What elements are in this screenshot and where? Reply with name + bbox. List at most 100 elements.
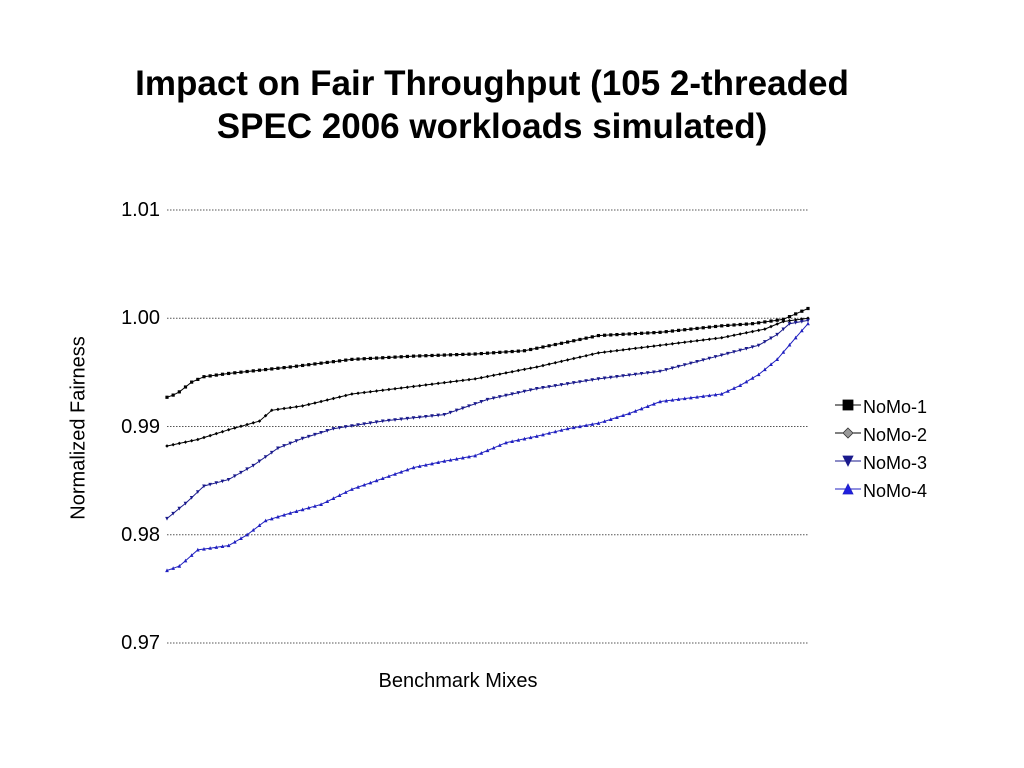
data-point <box>615 374 619 379</box>
data-point <box>171 442 175 447</box>
data-point <box>590 378 595 382</box>
data-point <box>497 395 502 399</box>
data-point <box>682 340 687 345</box>
data-point <box>799 319 804 324</box>
data-point <box>510 349 514 354</box>
data-point <box>639 371 644 376</box>
diamond-marker-icon <box>835 427 861 439</box>
data-point <box>424 462 428 467</box>
data-point <box>226 427 231 432</box>
data-point <box>793 318 798 322</box>
data-point <box>738 383 743 387</box>
data-point <box>307 363 311 367</box>
data-point <box>793 335 798 340</box>
data-point <box>738 348 743 353</box>
data-point <box>306 402 311 407</box>
data-point <box>756 343 761 348</box>
data-point <box>257 459 262 464</box>
data-point <box>300 507 305 512</box>
legend-item-nomo-3: NoMo-3 <box>835 449 927 477</box>
data-point <box>183 385 188 389</box>
data-point <box>578 337 582 342</box>
square-marker-icon <box>835 399 861 411</box>
data-point <box>664 398 669 403</box>
data-point <box>571 381 576 385</box>
data-point <box>442 412 447 417</box>
data-point <box>337 359 342 363</box>
data-point <box>313 432 317 437</box>
data-point <box>405 354 409 359</box>
data-point <box>572 339 576 343</box>
data-point <box>645 371 650 375</box>
data-point <box>288 365 292 369</box>
triangle-down-marker-icon <box>835 455 861 467</box>
data-point <box>732 333 736 338</box>
data-point <box>251 369 255 373</box>
data-point <box>417 464 422 468</box>
series-line-nomo-4 <box>166 323 809 571</box>
gridlines <box>167 209 808 644</box>
data-point <box>799 328 804 333</box>
data-point <box>473 352 477 356</box>
data-point <box>775 357 780 361</box>
data-point <box>726 389 730 393</box>
data-point <box>343 490 348 494</box>
data-point <box>559 341 564 345</box>
data-point <box>417 415 422 420</box>
data-point <box>399 469 404 474</box>
data-point <box>701 326 705 330</box>
data-point <box>387 387 391 392</box>
data-point <box>294 364 299 368</box>
data-point <box>473 453 478 458</box>
y-axis-label: Normalized Fairness <box>67 336 90 520</box>
data-point <box>701 394 706 398</box>
data-point <box>769 362 773 367</box>
data-point <box>195 547 200 552</box>
data-point <box>744 322 748 326</box>
data-point <box>214 545 219 549</box>
data-point <box>300 436 305 441</box>
data-point <box>535 365 539 369</box>
data-point <box>214 481 219 485</box>
data-point <box>270 367 274 371</box>
data-point <box>627 373 632 378</box>
data-point <box>430 461 434 466</box>
data-point <box>208 374 212 378</box>
data-point <box>448 457 453 462</box>
data-point <box>645 404 650 408</box>
data-point <box>566 340 570 344</box>
data-point <box>393 472 397 476</box>
data-point <box>387 355 391 360</box>
data-point <box>208 482 212 487</box>
data-point <box>288 405 293 410</box>
data-point <box>208 546 212 550</box>
data-point <box>325 429 330 433</box>
data-point <box>596 421 601 425</box>
data-point <box>319 430 323 435</box>
data-point <box>584 379 588 383</box>
legend-label: NoMo-1 <box>863 396 928 417</box>
data-point <box>719 353 724 358</box>
data-point <box>645 345 650 349</box>
data-point <box>682 363 687 367</box>
data-point <box>571 425 576 430</box>
data-point <box>689 361 693 366</box>
data-point <box>374 478 379 483</box>
data-point <box>732 350 736 354</box>
data-point <box>288 441 293 446</box>
data-point <box>448 380 453 384</box>
data-point <box>479 451 484 455</box>
data-point <box>775 322 779 326</box>
data-point <box>263 413 268 418</box>
data-point <box>368 389 373 394</box>
data-point <box>806 321 810 326</box>
data-point <box>461 352 465 357</box>
data-point <box>491 396 496 401</box>
data-point <box>800 309 804 313</box>
data-point <box>264 367 268 372</box>
data-point <box>695 339 699 343</box>
data-point <box>590 335 594 339</box>
data-point <box>319 399 323 404</box>
data-point <box>627 411 632 416</box>
data-point <box>713 392 718 397</box>
